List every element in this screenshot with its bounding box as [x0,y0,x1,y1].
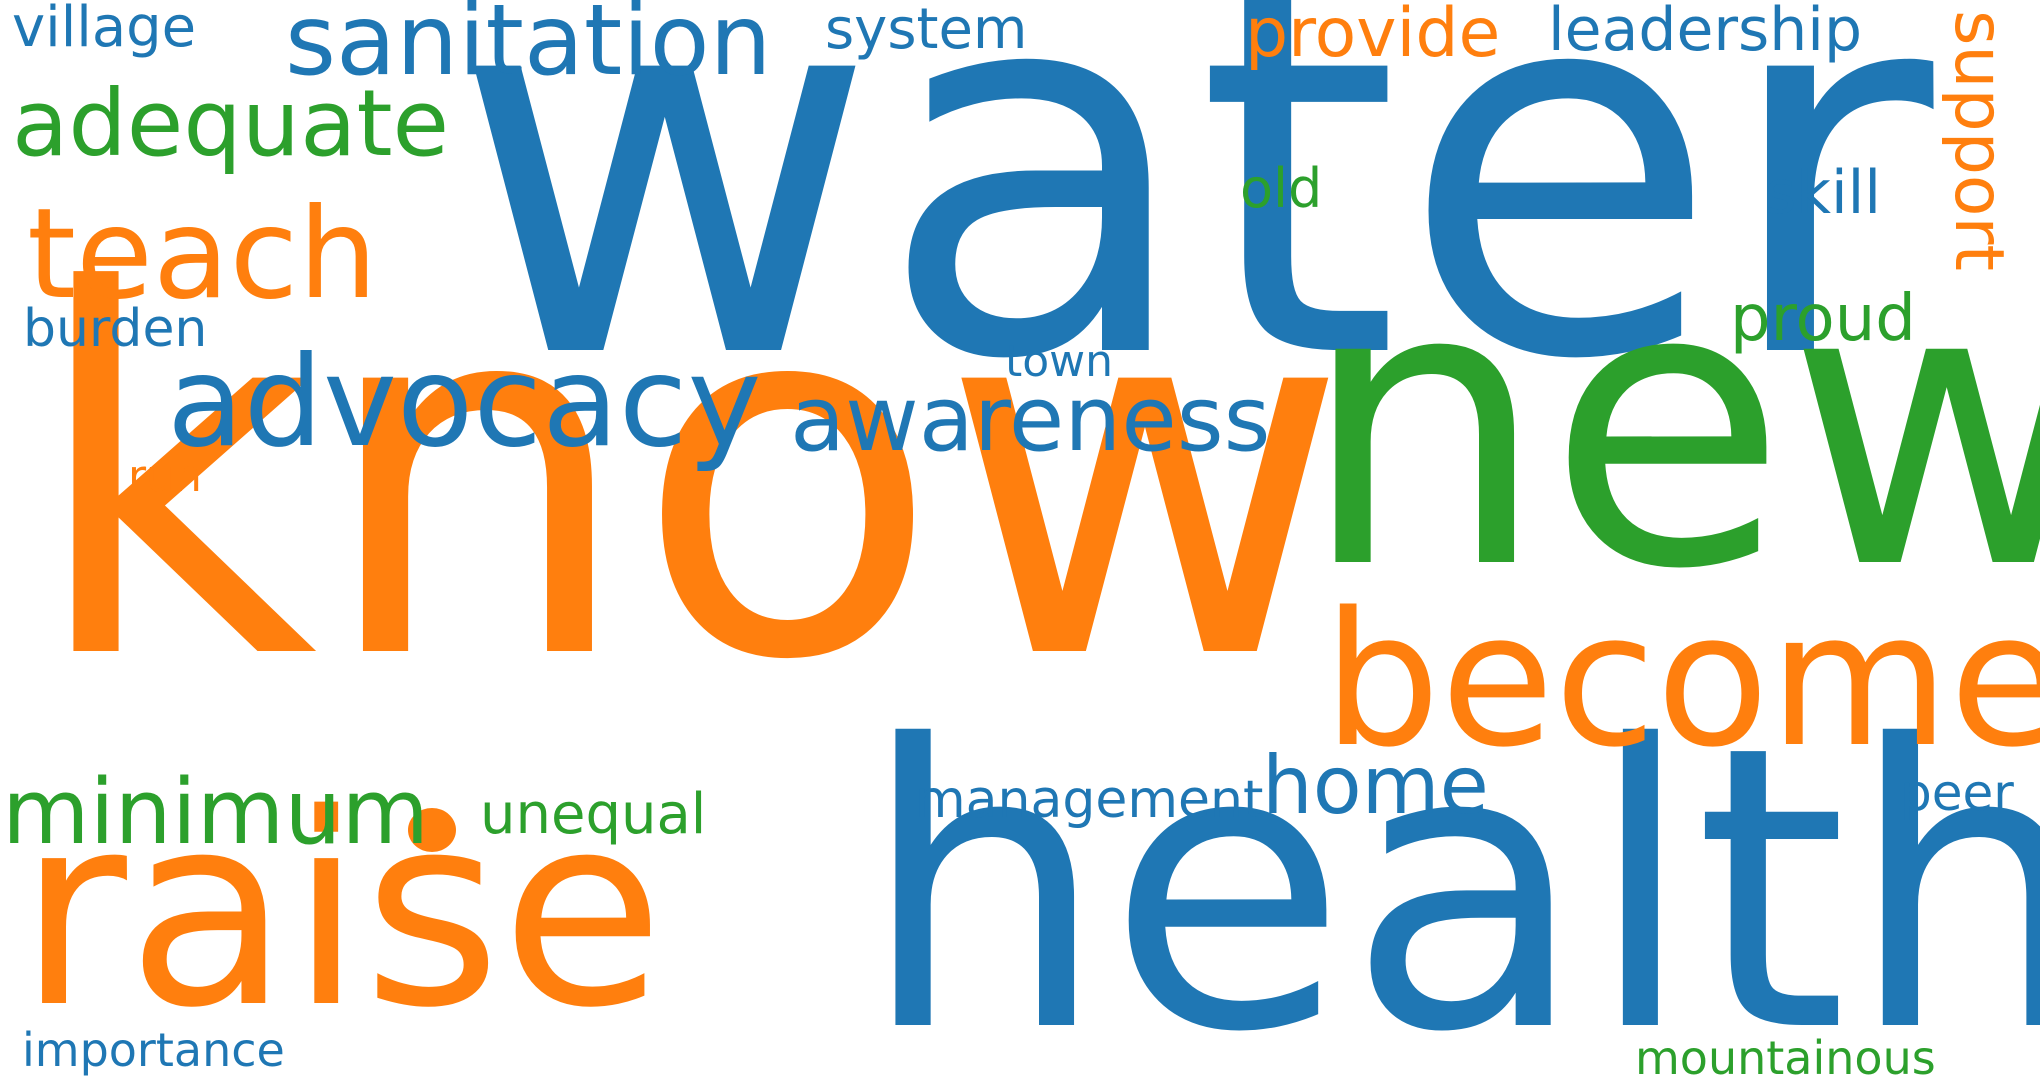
word-leadership: leadership [1548,0,1863,65]
word-become: become [1323,572,2040,788]
word-sanitation: sanitation [285,0,772,98]
word-burden: burden [23,299,208,359]
word-proud: proud [1730,282,1916,356]
word-health: health [860,663,2040,1080]
word-awareness: awareness [790,367,1271,472]
word-importance: importance [22,1023,285,1077]
word-raise: raise [18,758,665,1066]
word-mountainous: mountainous [1635,1031,1936,1080]
word-provide: provide [1245,0,1501,73]
word-water: water [452,0,1934,473]
word-unequal: unequal [480,782,707,847]
word-support: support [1939,10,2018,272]
word-teach: teach [27,182,378,327]
word-adequate: adequate [12,70,450,177]
word-new: new [1300,200,2040,654]
word-minimum: minimum [2,760,430,865]
word-village: village [12,0,197,60]
word-period [408,808,456,852]
word-run: run [128,451,202,502]
word-know: know [28,187,1350,769]
word-peer: peer [1900,764,2014,822]
word-system: system [825,0,1028,62]
word-town: town [1005,336,1114,387]
word-skill: skill [1765,158,1882,228]
word-old: old [1240,157,1323,220]
word-management: management [915,770,1264,830]
word-home: home [1262,739,1489,832]
word-advocacy: advocacy [167,330,762,475]
